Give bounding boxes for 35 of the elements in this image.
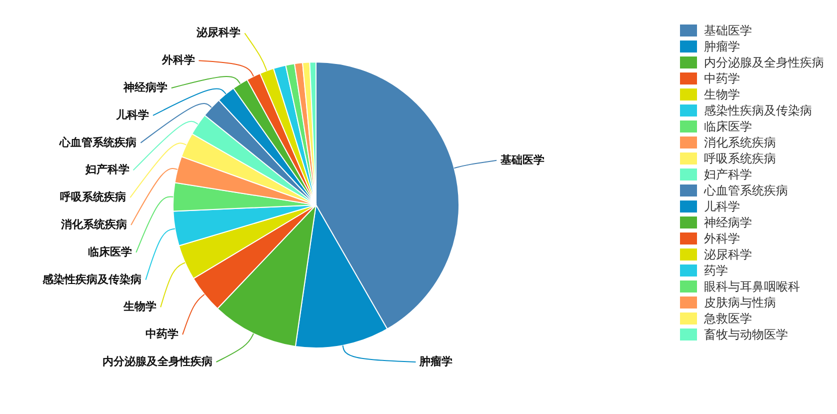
legend-label: 肿瘤学	[704, 40, 740, 54]
legend-label: 儿科学	[704, 200, 740, 214]
slice-label: 心血管系统疾病	[58, 136, 137, 149]
legend-label: 心血管系统疾病	[703, 184, 788, 198]
legend-label: 泌尿科学	[704, 248, 752, 262]
legend-label: 呼吸系统疾病	[704, 152, 776, 166]
slice-label: 泌尿科学	[196, 26, 241, 40]
legend-label: 感染性疾病及传染病	[704, 104, 812, 118]
legend-label: 药学	[704, 264, 728, 278]
slice-label: 外科学	[160, 54, 195, 67]
legend-label: 急救医学	[703, 312, 752, 326]
slice-label: 肿瘤学	[418, 355, 453, 368]
legend-label: 外科学	[704, 232, 740, 246]
legend-label: 临床医学	[704, 120, 752, 134]
legend-label: 中药学	[704, 72, 740, 86]
legend-label: 眼科与耳鼻咽喉科	[704, 280, 800, 294]
legend-label: 神经病学	[704, 216, 752, 230]
legend-label: 生物学	[704, 88, 740, 102]
legend-label: 皮肤病与性病	[704, 296, 776, 310]
slice-label: 感染性疾病及传染病	[42, 272, 142, 286]
slice-label: 消化系统疾病	[60, 218, 128, 231]
legend-label: 基础医学	[704, 24, 752, 38]
slice-label: 内分泌腺及全身性疾病	[102, 355, 212, 368]
legend-label: 消化系统疾病	[704, 136, 776, 150]
slice-label: 临床医学	[88, 245, 132, 258]
legend-label: 妇产科学	[704, 168, 752, 182]
slice-label: 妇产科学	[84, 163, 130, 176]
slice-label: 生物学	[122, 300, 157, 314]
slice-label: 中药学	[146, 328, 179, 341]
legend-label: 内分泌腺及全身性疾病	[704, 56, 824, 70]
slice-label: 基础医学	[500, 153, 545, 166]
slice-label: 儿科学	[115, 108, 150, 122]
slice-label: 神经病学	[122, 81, 168, 94]
legend-label: 畜牧与动物医学	[704, 328, 788, 342]
slice-label: 呼吸系统疾病	[60, 190, 126, 204]
